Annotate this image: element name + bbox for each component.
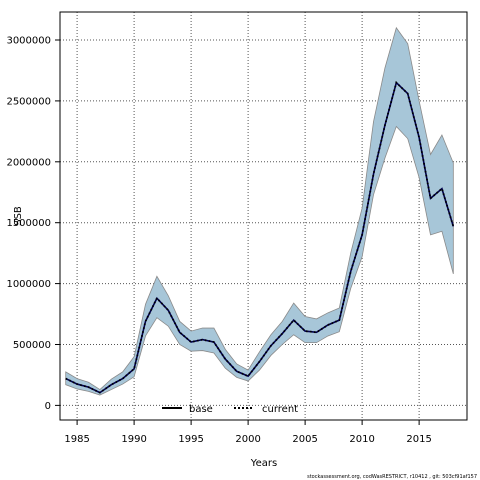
y-tick-label: 3000000 (6, 36, 51, 47)
series-lines-group (65, 80, 455, 394)
plot-frame (59, 11, 468, 421)
y-axis-title: SSB (13, 206, 24, 226)
series-line-current (65, 80, 455, 394)
y-tick-label: 1000000 (6, 279, 51, 290)
footer-credit: stockassessment.org, codWasRESTRICT, r10… (307, 474, 477, 480)
x-tick-label: 2015 (406, 434, 431, 445)
y-tick-label: 0 (45, 401, 51, 412)
y-tick-label: 500000 (13, 340, 51, 351)
y-tick-label: 1500000 (6, 218, 51, 229)
y-tick-label: 2000000 (6, 157, 51, 168)
y-tick-label: 2500000 (6, 96, 51, 107)
legend-current-label: current (262, 404, 298, 415)
x-tick-label: 1995 (178, 434, 203, 445)
x-tick-label: 2000 (235, 434, 260, 445)
legend-base-label: base (189, 404, 213, 415)
confidence-band-group (65, 26, 454, 396)
x-tick-label: 2010 (349, 434, 374, 445)
x-axis-ticks: 1985 1990 1995 2000 2005 2010 2015 (64, 420, 432, 445)
x-tick-label: 1990 (121, 434, 146, 445)
confidence-band (65, 26, 454, 396)
legend: base current (162, 404, 298, 415)
y-axis-ticks: 0 500000 1000000 1500000 2000000 2500000 30000… (6, 36, 60, 412)
x-tick-label: 2005 (292, 434, 317, 445)
x-axis-title: Years (250, 458, 277, 469)
x-tick-label: 1985 (64, 434, 89, 445)
